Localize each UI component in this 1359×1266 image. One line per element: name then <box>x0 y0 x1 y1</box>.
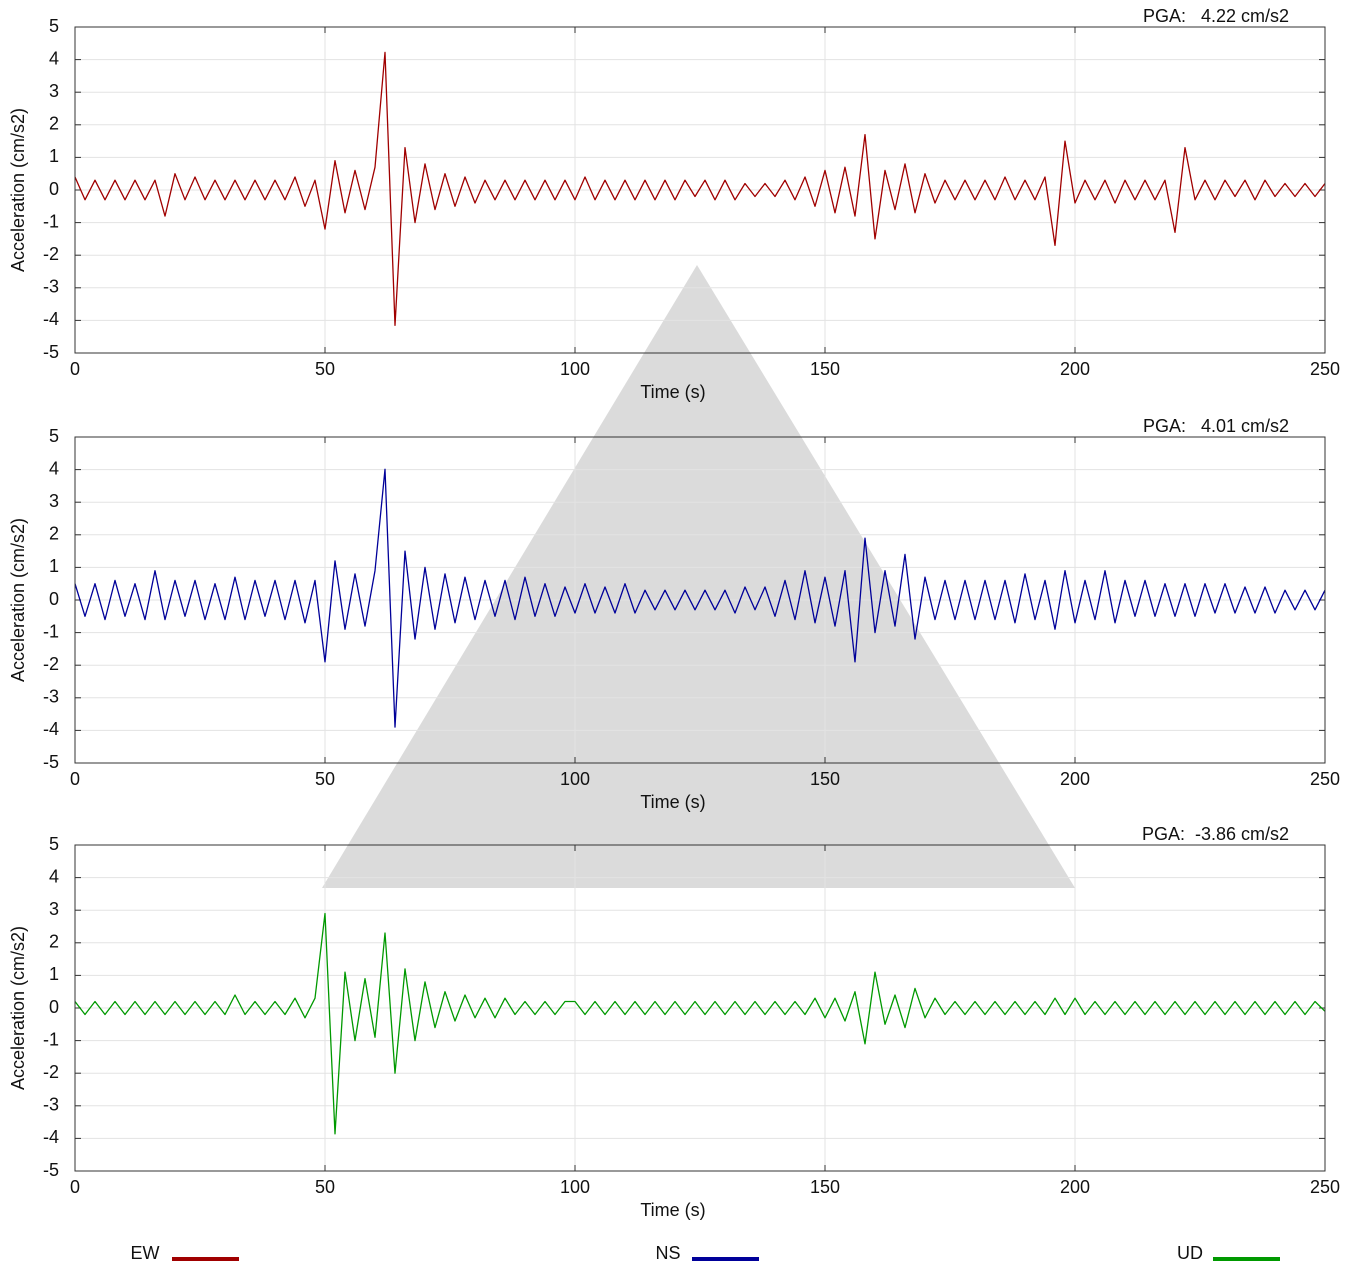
y-tick-label: 1 <box>49 556 59 576</box>
y-tick-label: 4 <box>49 866 59 886</box>
x-tick-label: 150 <box>810 1177 840 1197</box>
x-tick-label: 0 <box>70 769 80 789</box>
y-tick-label: -3 <box>43 687 59 707</box>
y-tick-label: 0 <box>49 997 59 1017</box>
legend-label: NS <box>655 1243 680 1263</box>
x-tick-label: 150 <box>810 769 840 789</box>
y-tick-label: -5 <box>43 1160 59 1180</box>
x-tick-label: 50 <box>315 359 335 379</box>
y-tick-label: -4 <box>43 719 59 739</box>
y-tick-label: -1 <box>43 211 59 231</box>
x-tick-label: 100 <box>560 359 590 379</box>
x-tick-label: 150 <box>810 359 840 379</box>
y-tick-label: 4 <box>49 48 59 68</box>
plot-frame <box>74 844 1326 1172</box>
plot-frame <box>74 26 1326 354</box>
y-tick-label: -5 <box>43 752 59 772</box>
y-tick-label: 0 <box>49 179 59 199</box>
y-tick-label: 2 <box>49 114 59 134</box>
watermark <box>322 265 1075 888</box>
y-tick-label: -4 <box>43 1127 59 1147</box>
x-tick-label: 50 <box>315 1177 335 1197</box>
x-tick-label: 250 <box>1310 359 1340 379</box>
x-tick-label: 250 <box>1310 1177 1340 1197</box>
x-tick-label: 100 <box>560 769 590 789</box>
x-tick-label: 0 <box>70 359 80 379</box>
y-tick-label: 1 <box>49 146 59 166</box>
y-tick-label: 5 <box>49 834 59 854</box>
y-tick-label: 4 <box>49 458 59 478</box>
x-tick-label: 200 <box>1060 1177 1090 1197</box>
x-axis-label: Time (s) <box>640 792 705 812</box>
y-tick-label: 1 <box>49 964 59 984</box>
x-tick-label: 250 <box>1310 769 1340 789</box>
y-tick-label: -3 <box>43 1095 59 1115</box>
trace <box>74 468 1326 728</box>
y-tick-label: -4 <box>43 309 59 329</box>
x-tick-label: 100 <box>560 1177 590 1197</box>
y-tick-label: -2 <box>43 244 59 264</box>
y-tick-label: -2 <box>43 654 59 674</box>
y-tick-label: -1 <box>43 621 59 641</box>
y-tick-label: -1 <box>43 1029 59 1049</box>
x-axis-label: Time (s) <box>640 1200 705 1220</box>
plot-frame <box>74 436 1326 764</box>
y-tick-label: 0 <box>49 589 59 609</box>
y-tick-label: 3 <box>49 81 59 101</box>
x-tick-label: 200 <box>1060 359 1090 379</box>
y-tick-label: 5 <box>49 426 59 446</box>
y-axis-label: Acceleration (cm/s2) <box>8 518 28 682</box>
legend-label: EW <box>131 1243 160 1263</box>
y-tick-label: 3 <box>49 491 59 511</box>
x-axis-label: Time (s) <box>640 382 705 402</box>
legend-label: UD <box>1177 1243 1203 1263</box>
trace <box>74 51 1326 326</box>
x-tick-label: 50 <box>315 769 335 789</box>
x-tick-label: 0 <box>70 1177 80 1197</box>
y-tick-label: -3 <box>43 277 59 297</box>
x-tick-label: 200 <box>1060 769 1090 789</box>
y-tick-label: 5 <box>49 16 59 36</box>
trace <box>74 912 1326 1135</box>
pga-annotation: PGA: 4.01 cm/s2 <box>1143 416 1289 436</box>
y-axis-label: Acceleration (cm/s2) <box>8 108 28 272</box>
y-tick-label: -5 <box>43 342 59 362</box>
y-tick-label: 2 <box>49 932 59 952</box>
y-axis-label: Acceleration (cm/s2) <box>8 926 28 1090</box>
y-tick-label: -2 <box>43 1062 59 1082</box>
y-tick-label: 3 <box>49 899 59 919</box>
y-tick-label: 2 <box>49 524 59 544</box>
pga-annotation: PGA: 4.22 cm/s2 <box>1143 6 1289 26</box>
pga-annotation: PGA: -3.86 cm/s2 <box>1142 824 1289 844</box>
